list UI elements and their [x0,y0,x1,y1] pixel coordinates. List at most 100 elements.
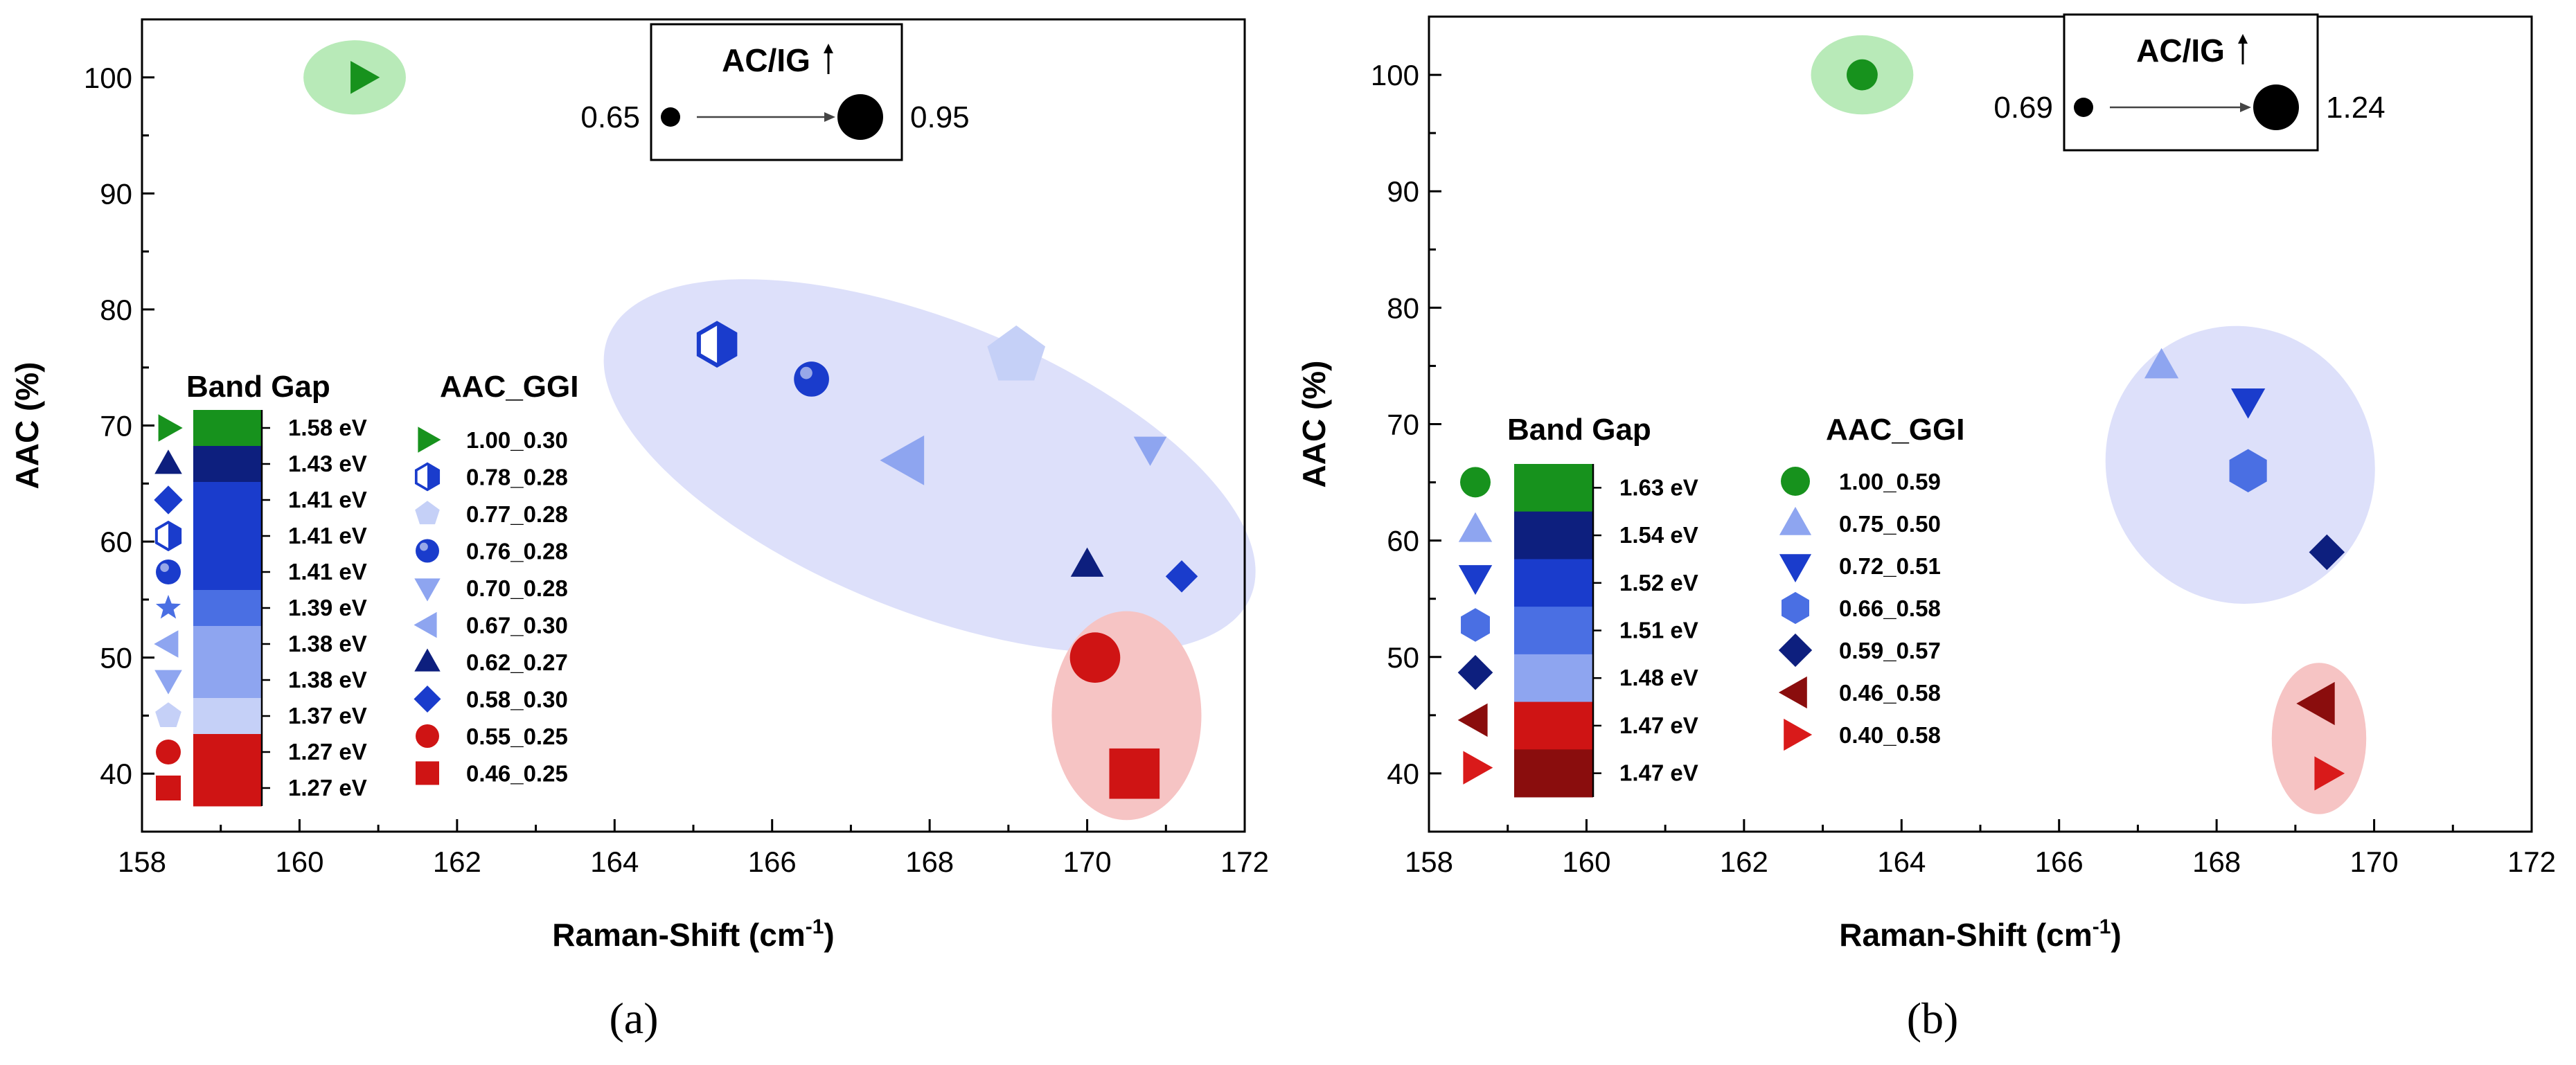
colorbar-title: Band Gap [1507,413,1651,447]
colorbar-segment [1514,559,1593,607]
legend-marker-triangle-down-icon [414,578,441,602]
legend-label: 0.67_0.30 [466,613,568,638]
x-tick-label: 172 [2507,845,2556,878]
colorbar-segment [1514,511,1593,560]
colorbar-segment [193,770,262,807]
legend-label: 1.00_0.30 [466,427,568,453]
legend-marker-hexagon-half-icon-fill [427,463,439,490]
colorbar-marker-star-icon [155,595,181,619]
x-tick-label: 162 [1720,845,1768,878]
legend-marker-triangle-left-icon [1778,676,1807,709]
colorbar-marker-hexagon-half-icon-fill [168,522,181,550]
series-legend-title: AAC_GGI [1826,413,1964,447]
legend-label: 0.78_0.28 [466,465,568,490]
series-legend-title: AAC_GGI [440,370,578,404]
colorbar-label: 1.27 eV [288,739,367,764]
legend-label: 0.75_0.50 [1839,511,1941,537]
size-legend-small-circle [661,107,680,127]
legend-label: 0.46_0.25 [466,761,568,787]
x-tick-label: 160 [275,845,323,878]
x-tick-label: 164 [590,845,639,878]
legend-marker-triangle-up-icon [414,648,441,672]
colorbar-segment [193,410,262,447]
legend-marker-square-icon [416,761,439,785]
x-axis-title: Raman-Shift (cm-1) [552,915,835,953]
panel-label: (a) [609,994,658,1043]
x-tick-label: 168 [905,845,954,878]
colorbar-segment [193,626,262,663]
data-point-triangle-down [2230,388,2266,419]
size-legend-large-circle [837,94,883,140]
y-axis-title: AAC (%) [9,362,45,490]
y-tick-label: 60 [1387,525,1419,557]
size-legend-max-label: 1.24 [2326,91,2386,125]
data-point-triangle-down [1133,436,1167,466]
legend-marker-sphere-icon [416,539,439,563]
legend-label: 0.62_0.27 [466,650,568,675]
colorbar-marker-sphere-icon [156,560,181,584]
legend-marker-triangle-up-icon [1779,506,1812,535]
colorbar-marker-diamond-icon [1457,654,1493,690]
x-tick-label: 166 [748,845,797,878]
x-tick-label: 170 [2350,845,2399,878]
data-point-sphere-highlight [800,366,812,379]
legend-label: 0.72_0.51 [1839,553,1941,579]
y-tick-label: 100 [1371,59,1419,91]
y-tick-label: 90 [100,177,132,210]
y-tick-label: 100 [84,62,132,94]
x-tick-label: 160 [1562,845,1610,878]
x-tick-label: 166 [2035,845,2084,878]
colorbar-segment [1514,701,1593,750]
colorbar-segment [193,482,262,519]
cluster-ellipse-red [2271,663,2367,814]
data-point-circle [1069,632,1121,683]
panel-label: (b) [1907,994,1959,1043]
colorbar-marker-triangle-right-icon [158,414,183,442]
colorbar-segment [193,518,262,555]
x-tick-label: 172 [1220,845,1269,878]
legend-marker-triangle-right-icon [1784,718,1813,751]
colorbar-label: 1.54 eV [1619,522,1698,548]
colorbar-label: 1.41 eV [288,523,367,548]
y-tick-label: 70 [1387,409,1419,441]
data-point-pentagon [987,325,1046,381]
colorbar-label: 1.27 eV [288,775,367,800]
y-tick-label: 70 [100,410,132,442]
y-tick-label: 50 [1387,641,1419,674]
y-tick-label: 40 [100,758,132,790]
x-axis-title-end: ) [2111,917,2121,953]
data-point-circle [1847,59,1878,91]
size-legend-large-circle [2253,84,2299,130]
x-axis-title-sup: -1 [2093,915,2111,938]
legend-marker-triangle-right-icon [418,427,441,453]
colorbar-segment [193,554,262,591]
colorbar-segment [193,734,262,771]
y-tick-label: 60 [100,526,132,558]
data-point-diamond [2309,534,2345,571]
x-tick-label: 168 [2192,845,2241,878]
colorbar-marker-triangle-left-icon [154,630,179,658]
legend-label: 0.59_0.57 [1839,638,1941,663]
colorbar-label: 1.41 eV [288,487,367,512]
size-legend-small-circle [2074,98,2093,117]
panel-a: 158 160 162 164 166 168 170 172 40 50 60 70 80 90 100 R… [9,18,1269,1043]
data-point-triangle-up [1070,547,1104,577]
colorbar-label: 1.39 eV [288,595,367,620]
colorbar-label: 1.37 eV [288,703,367,728]
colorbar-title: Band Gap [186,370,330,404]
colorbar-label: 1.41 eV [288,559,367,584]
x-axis-title-main: Raman-Shift (cm [552,917,805,953]
legend-marker-triangle-down-icon [1779,554,1812,583]
size-legend-up-arrowhead [2238,34,2248,44]
size-legend-up-arrowhead [824,44,833,53]
legend-marker-pentagon-icon [415,501,440,525]
x-axis-title-end: ) [824,917,834,953]
legend-label: 0.40_0.58 [1839,722,1941,748]
x-axis-title-sup: -1 [806,915,824,938]
y-axis-title: AAC (%) [1296,361,1332,488]
colorbar-label: 1.38 eV [288,631,367,656]
colorbar-marker-square-icon [156,776,181,800]
y-tick-label: 40 [1387,758,1419,790]
colorbar-marker-sphere-icon-highlight [160,563,169,572]
